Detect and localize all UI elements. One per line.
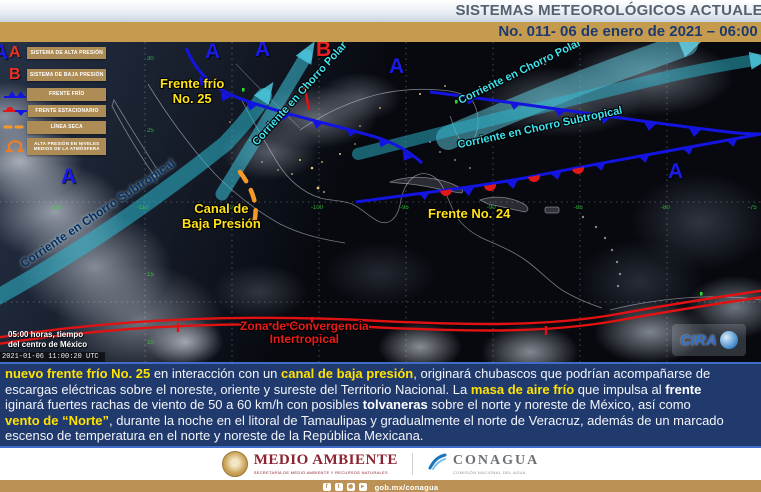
graticule-label: 30 [147,56,154,62]
bulletin-line-1: nuevo frente frío No. 25 en interacción … [5,366,711,381]
conagua-subtitle: COMISIÓN NACIONAL DEL AGUA [452,469,526,475]
utc-timestamp: 2021-01-06 11:00:20 UTC [0,352,105,362]
medio-ambiente-subtitle: SECRETARÍA DE MEDIO AMBIENTE Y RECURSOS … [253,470,388,475]
graticule-label: -115 [50,205,62,211]
bulletin-line-5: escenso de temperatura en el norte y nor… [5,428,424,444]
satellite-map: A SISTEMA DE ALTA PRESIÓN B SISTEMA DE B… [0,42,761,362]
facebook-icon[interactable]: f [322,483,331,491]
cold-front-icon [2,89,27,100]
forecast-bulletin: nuevo frente frío No. 25 en interacción … [0,362,761,448]
map-annotations-svg [0,42,761,362]
high-pressure-symbol: A [8,44,21,61]
page-title: SISTEMAS METEOROLÓGICOS ACTUALES [455,2,761,19]
legend-label: FRENTE ESTACIONARIO [28,104,106,117]
low-pressure-channel-label: Canal de Baja Presión [182,201,261,231]
pressure-marker-A: A [389,55,405,78]
local-time-caption: 05:00 horas, tiempo del centro de México [8,330,88,349]
front-24-label: Frente No. 24 [428,206,511,221]
conagua-url[interactable]: gob.mx/conagua [374,482,439,492]
graticule-label: -100 [311,205,324,211]
title-bar: SISTEMAS METEOROLÓGICOS ACTUALES [0,0,761,22]
pressure-marker-A: A [61,165,77,188]
pressure-marker-A: A [255,42,271,61]
legend-item-low-pressure: B SISTEMA DE BAJA PRESIÓN [2,66,106,84]
medio-ambiente-logo: MEDIO AMBIENTE SECRETARÍA DE MEDIO AMBIE… [221,451,398,477]
instagram-icon[interactable]: ◉ [346,483,355,491]
legend-label: FRENTE FRÍO [27,88,106,101]
subtropical-jet-band-gulf [352,51,761,160]
pressure-marker-A: A [205,42,221,63]
graticule-label: -95 [400,205,409,211]
graticule-label: -90 [487,205,496,211]
legend-item-cold-front: FRENTE FRÍO [2,88,106,101]
medio-ambiente-seal-icon [221,451,248,477]
graticule-label: -75 [748,205,757,211]
legend-item-stationary-front: FRENTE ESTACIONARIO [2,104,106,117]
graticule-label: -110 [137,205,149,211]
graticule-label: 15 [147,272,154,278]
legend-label: SISTEMA DE ALTA PRESIÓN [27,46,106,60]
legend-item-mid-level-high: ALTA PRESIÓN EN NIVELES MEDIOS DE LA ATM… [2,137,106,156]
cira-globe-icon [719,331,738,349]
cold-front-25-label: Frente frío No. 25 [160,76,225,106]
low-pressure-symbol: B [8,66,21,83]
dry-line-icon [2,123,27,131]
conagua-logo: CONAGUA COMISIÓN NACIONAL DEL AGUA [427,452,539,477]
itcz-label: Zona de Convergencia Intertropical [240,319,369,347]
graticule-label: -105 [224,205,237,211]
legend-label: ALTA PRESIÓN EN NIVELES MEDIOS DE LA ATM… [27,137,106,156]
medio-ambiente-name: MEDIO AMBIENTE [253,452,398,468]
conagua-name: CONAGUA [452,452,540,468]
graticule-label: 10 [147,340,154,346]
pressure-marker-A: A [0,42,9,64]
bulletin-number-date: No. 011- 06 de enero de 2021 – 06:00 h [498,23,761,40]
bulletin-line-2: escargas eléctricas sobre el noreste, or… [5,381,702,397]
cira-logo-text: CIRA [680,331,717,349]
mid-level-high-icon [2,139,27,153]
lightning-markers [242,88,703,296]
twitter-icon[interactable]: t [334,483,343,491]
bulletin-line-3: iginará fuertes rachas de viento de 50 a… [5,397,691,413]
stationary-front-icon [2,105,28,117]
legend-label: LÍNEA SECA [27,121,106,134]
itcz-band [0,289,761,346]
youtube-icon[interactable]: ▸ [358,483,367,491]
graticule-label: 25 [147,128,154,134]
map-legend: A SISTEMA DE ALTA PRESIÓN B SISTEMA DE B… [2,44,106,159]
graticule-label: -85 [574,205,583,211]
frontal-wave-marker [301,82,311,111]
legend-label: SISTEMA DE BAJA PRESIÓN [27,68,106,82]
low-pressure-channel-line [237,169,258,232]
bulletin-line-4: vento de “Norte”, durante la noche en el… [5,412,724,428]
pressure-marker-B: B [316,42,332,61]
footer-divider [411,453,413,475]
legend-item-dry-line: LÍNEA SECA [2,121,106,134]
bottom-gold-bar: f t ◉ ▸ gob.mx/conagua [0,480,761,492]
conagua-swoosh-icon [427,452,447,477]
legend-item-high-pressure: A SISTEMA DE ALTA PRESIÓN [2,44,106,62]
institutional-footer: MEDIO AMBIENTE SECRETARÍA DE MEDIO AMBIE… [0,448,761,480]
pressure-marker-A: A [668,160,684,183]
cira-watermark: CIRA [672,324,746,356]
graticule-label: -80 [661,205,670,211]
date-bar: No. 011- 06 de enero de 2021 – 06:00 h [0,22,761,42]
